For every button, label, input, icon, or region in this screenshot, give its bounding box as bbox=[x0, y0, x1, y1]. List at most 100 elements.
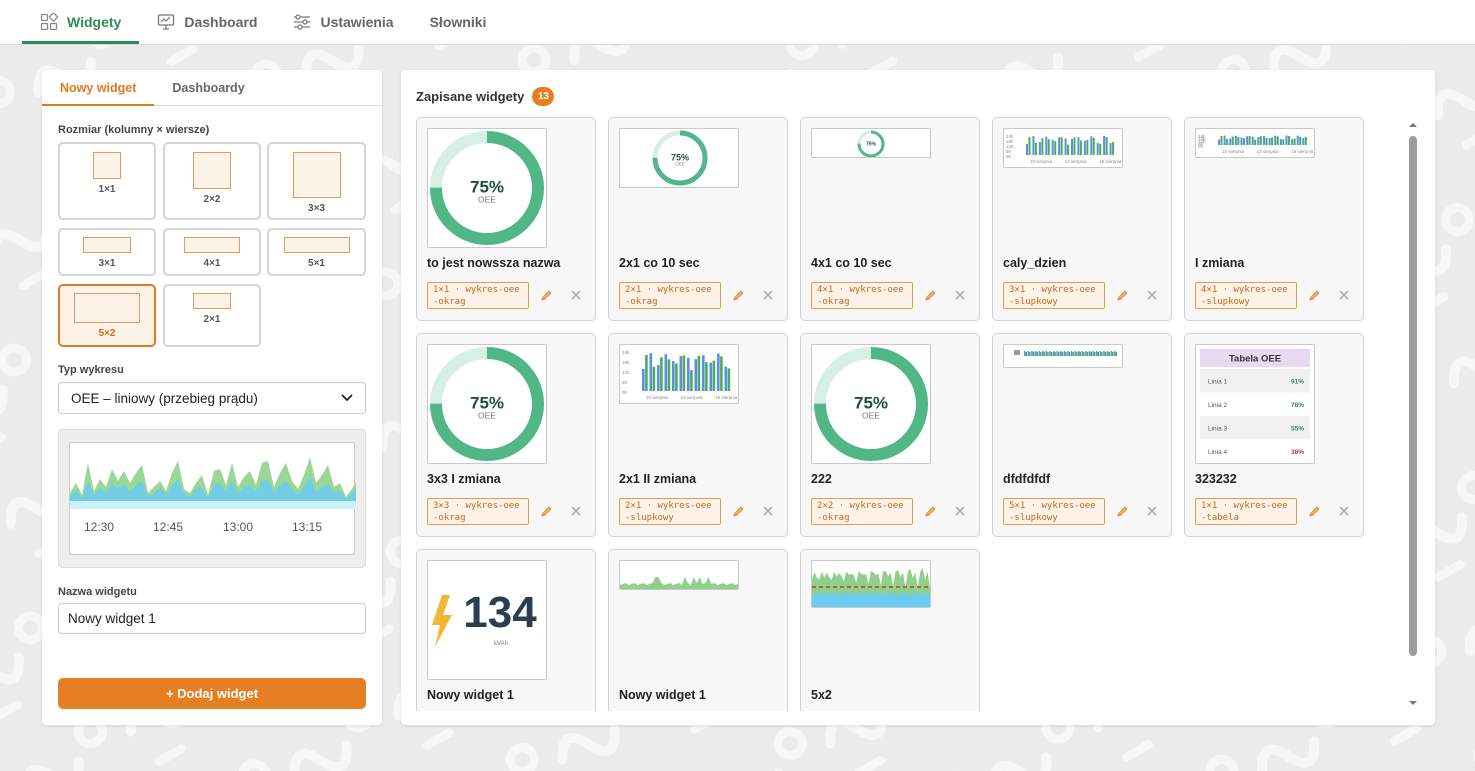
widget-thumbnail: 75% OEE bbox=[427, 344, 547, 464]
edit-pencil-icon[interactable] bbox=[1116, 289, 1129, 302]
edit-pencil-icon[interactable] bbox=[732, 289, 745, 302]
chart-type-select[interactable]: OEE – liniowy (przebieg prądu) bbox=[58, 382, 366, 414]
widget-card[interactable]: 24h 18h 12h 6h 0h 10 sierpnia 13 sierpnia 16 si… bbox=[608, 333, 788, 537]
widget-card-type-tag: 2×1 · wykres-oee-okrag bbox=[619, 282, 721, 309]
widget-card[interactable]: Tabela OEE Linia 1 91% Linia 2 78% Linia 3 55%… bbox=[1184, 333, 1364, 537]
size-shape bbox=[283, 237, 350, 253]
widget-name-label: Nazwa widgetu bbox=[58, 586, 137, 598]
bar bbox=[1092, 137, 1095, 155]
nav-tab-slowniki[interactable]: Słowniki bbox=[412, 0, 505, 44]
delete-x-icon[interactable] bbox=[1146, 505, 1158, 517]
widget-card[interactable]: 75% OEE 222 2×2 · wykres-oee-okrag bbox=[800, 333, 980, 537]
bar bbox=[1034, 351, 1037, 356]
bar bbox=[649, 353, 653, 391]
edit-pencil-icon[interactable] bbox=[924, 505, 937, 518]
delete-x-icon[interactable] bbox=[1146, 289, 1158, 301]
bar bbox=[1072, 352, 1074, 356]
edit-pencil-icon[interactable] bbox=[1308, 289, 1321, 302]
delete-x-icon[interactable] bbox=[570, 289, 582, 301]
bar bbox=[1071, 139, 1073, 155]
scrollbar[interactable] bbox=[1408, 120, 1418, 708]
size-option-5x2[interactable]: 5×2 bbox=[58, 284, 156, 347]
widget-card[interactable]: 24h 18h 12h 6h 0h 10 sierpnia 13 sierpnia 16 si… bbox=[992, 117, 1172, 321]
bar bbox=[1070, 351, 1073, 356]
nav-tab-ustawienia[interactable]: Ustawienia bbox=[275, 0, 411, 44]
delete-x-icon[interactable] bbox=[762, 289, 774, 301]
bar bbox=[1073, 137, 1076, 155]
widget-thumbnail bbox=[811, 560, 931, 608]
delete-x-icon[interactable] bbox=[1338, 289, 1350, 301]
delete-x-icon[interactable] bbox=[762, 505, 774, 517]
nav-tab-dashboard[interactable]: Dashboard bbox=[139, 0, 275, 44]
bar bbox=[1259, 136, 1262, 145]
bar bbox=[1268, 137, 1271, 145]
widget-card-name: 222 bbox=[811, 472, 832, 486]
nav-tab-widgety[interactable]: Widgety bbox=[22, 0, 140, 44]
delete-x-icon[interactable] bbox=[954, 289, 966, 301]
widget-card[interactable]: 75% OEE to jest nowssza nazwa 1×1 · wykres-… bbox=[416, 117, 596, 321]
bar bbox=[1051, 140, 1054, 155]
bar-y-label: 18h bbox=[622, 360, 630, 365]
tab-nowy-widget[interactable]: Nowy widget bbox=[42, 70, 155, 106]
widget-card[interactable]: 75% 4x1 co 10 sec 4×1 · wykres-oee-okrag bbox=[800, 117, 980, 321]
bar bbox=[1274, 135, 1277, 145]
widget-thumbnail-chart: Tabela OEE Linia 1 91% Linia 2 78% Linia 3 55%… bbox=[1200, 349, 1310, 463]
edit-pencil-icon[interactable] bbox=[1116, 505, 1129, 518]
bar bbox=[660, 357, 663, 391]
bar bbox=[1293, 138, 1296, 145]
bar bbox=[1299, 136, 1302, 145]
delete-x-icon[interactable] bbox=[570, 505, 582, 517]
size-option-4x1[interactable]: 4×1 bbox=[163, 228, 261, 276]
edit-pencil-icon[interactable] bbox=[540, 505, 553, 518]
size-shape bbox=[193, 152, 231, 189]
size-option-5x1[interactable]: 5×1 bbox=[267, 228, 366, 276]
edit-pencil-icon[interactable] bbox=[732, 505, 745, 518]
size-option-3x1[interactable]: 3×1 bbox=[58, 228, 156, 276]
widget-card[interactable]: Nowy widget 1 bbox=[608, 549, 788, 711]
widget-thumbnail: 75% OEE bbox=[619, 128, 739, 188]
energy-value: 134 bbox=[463, 588, 537, 637]
bar bbox=[1041, 138, 1044, 155]
widget-card[interactable]: 134 kVAh Nowy widget 1 bbox=[416, 549, 596, 711]
dashboard-monitor-icon bbox=[158, 14, 175, 30]
table-row-name: Linia 3 bbox=[1208, 426, 1228, 433]
size-option-2x1[interactable]: 2×1 bbox=[163, 284, 261, 347]
bar bbox=[1094, 352, 1096, 356]
bar-x-label: 10 sierpnia bbox=[1222, 149, 1245, 154]
widget-thumbnail: 134 kVAh bbox=[427, 560, 547, 680]
size-option-1x1[interactable]: 1×1 bbox=[58, 142, 156, 220]
bar bbox=[1096, 142, 1099, 155]
widget-card[interactable]: 5x2 bbox=[800, 549, 980, 711]
bar bbox=[1026, 144, 1028, 155]
edit-pencil-icon[interactable] bbox=[924, 289, 937, 302]
bar bbox=[1248, 136, 1251, 145]
edit-pencil-icon[interactable] bbox=[1308, 505, 1321, 518]
widget-card-name: 3x3 I zmiana bbox=[427, 472, 501, 486]
delete-x-icon[interactable] bbox=[954, 505, 966, 517]
delete-x-icon[interactable] bbox=[1338, 505, 1350, 517]
bar bbox=[1083, 352, 1085, 356]
widget-card[interactable]: 75% OEE 2x1 co 10 sec 2×1 · wykres-oee-okra… bbox=[608, 117, 788, 321]
scroll-down-arrow-icon[interactable] bbox=[1408, 698, 1418, 708]
bar-y-label: 0h bbox=[622, 390, 628, 395]
add-widget-button[interactable]: + Dodaj widget bbox=[58, 678, 366, 709]
bar bbox=[687, 357, 690, 391]
scroll-up-arrow-icon[interactable] bbox=[1408, 120, 1418, 130]
widget-card[interactable]: dfdfdfdf 5×1 · wykres-oee-slupkowy bbox=[992, 333, 1172, 537]
donut-sublabel: OEE bbox=[478, 194, 496, 204]
edit-pencil-icon[interactable] bbox=[540, 289, 553, 302]
size-option-3x3[interactable]: 3×3 bbox=[267, 142, 366, 220]
new-widget-panel: Nowy widget Dashboardy Rozmiar (kolumny … bbox=[42, 70, 382, 725]
widget-name-input[interactable]: Nowy widget 1 bbox=[58, 603, 366, 634]
bar bbox=[1042, 351, 1044, 356]
bar bbox=[1234, 135, 1237, 145]
widget-card-type-tag: 1×1 · wykres-oee-okrag bbox=[427, 282, 529, 309]
preview-time-label: 12:30 bbox=[84, 520, 114, 534]
widget-thumbnail-chart: 75%OEE bbox=[814, 347, 928, 461]
tab-dashboardy[interactable]: Dashboardy bbox=[172, 80, 245, 95]
widget-card[interactable]: 24h 18h 12h 6h 0h 10 sierpnia 13 sierpnia 16 si… bbox=[1184, 117, 1364, 321]
scrollbar-thumb[interactable] bbox=[1409, 136, 1417, 656]
size-option-2x2[interactable]: 2×2 bbox=[163, 142, 261, 220]
bar bbox=[1104, 352, 1107, 356]
widget-card[interactable]: 75% OEE 3x3 I zmiana 3×3 · wykres-oee-okrag bbox=[416, 333, 596, 537]
